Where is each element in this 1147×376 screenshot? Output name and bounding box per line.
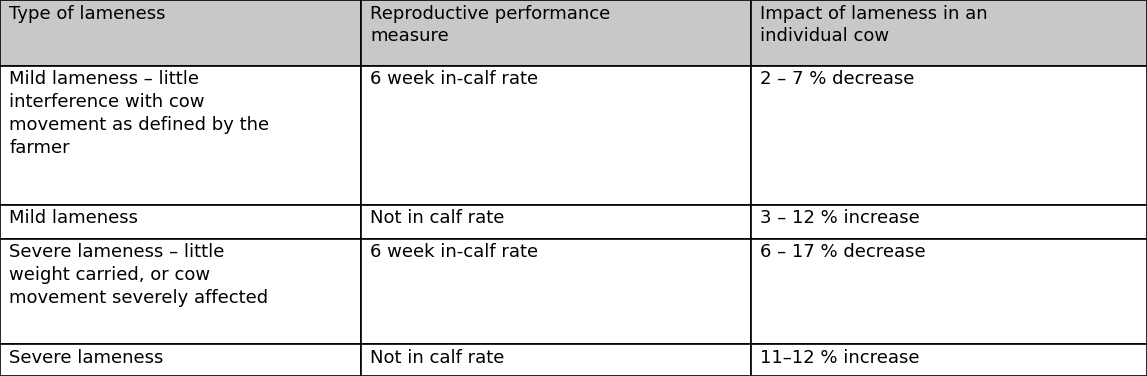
Bar <box>0 66 361 205</box>
Bar <box>751 205 1147 239</box>
Bar <box>361 344 751 376</box>
Text: 6 – 17 % decrease: 6 – 17 % decrease <box>760 243 926 261</box>
Text: Not in calf rate: Not in calf rate <box>370 349 505 367</box>
Text: 6 week in-calf rate: 6 week in-calf rate <box>370 243 539 261</box>
Text: Reproductive performance
measure: Reproductive performance measure <box>370 5 610 45</box>
Text: Type of lameness: Type of lameness <box>9 5 165 23</box>
Text: 6 week in-calf rate: 6 week in-calf rate <box>370 70 539 88</box>
Text: 11–12 % increase: 11–12 % increase <box>760 349 920 367</box>
Bar <box>751 344 1147 376</box>
Text: Severe lameness: Severe lameness <box>9 349 164 367</box>
Bar <box>361 239 751 344</box>
Bar <box>361 0 751 66</box>
Bar <box>0 239 361 344</box>
Bar <box>0 344 361 376</box>
Text: Mild lameness – little
interference with cow
movement as defined by the
farmer: Mild lameness – little interference with… <box>9 70 270 157</box>
Text: Severe lameness – little
weight carried, or cow
movement severely affected: Severe lameness – little weight carried,… <box>9 243 268 307</box>
Bar <box>751 66 1147 205</box>
Bar <box>361 66 751 205</box>
Bar <box>361 205 751 239</box>
Bar <box>0 0 361 66</box>
Text: Not in calf rate: Not in calf rate <box>370 209 505 227</box>
Bar <box>751 239 1147 344</box>
Bar <box>0 205 361 239</box>
Text: 3 – 12 % increase: 3 – 12 % increase <box>760 209 920 227</box>
Bar <box>751 0 1147 66</box>
Text: Mild lameness: Mild lameness <box>9 209 138 227</box>
Text: 2 – 7 % decrease: 2 – 7 % decrease <box>760 70 915 88</box>
Text: Impact of lameness in an
individual cow: Impact of lameness in an individual cow <box>760 5 988 45</box>
